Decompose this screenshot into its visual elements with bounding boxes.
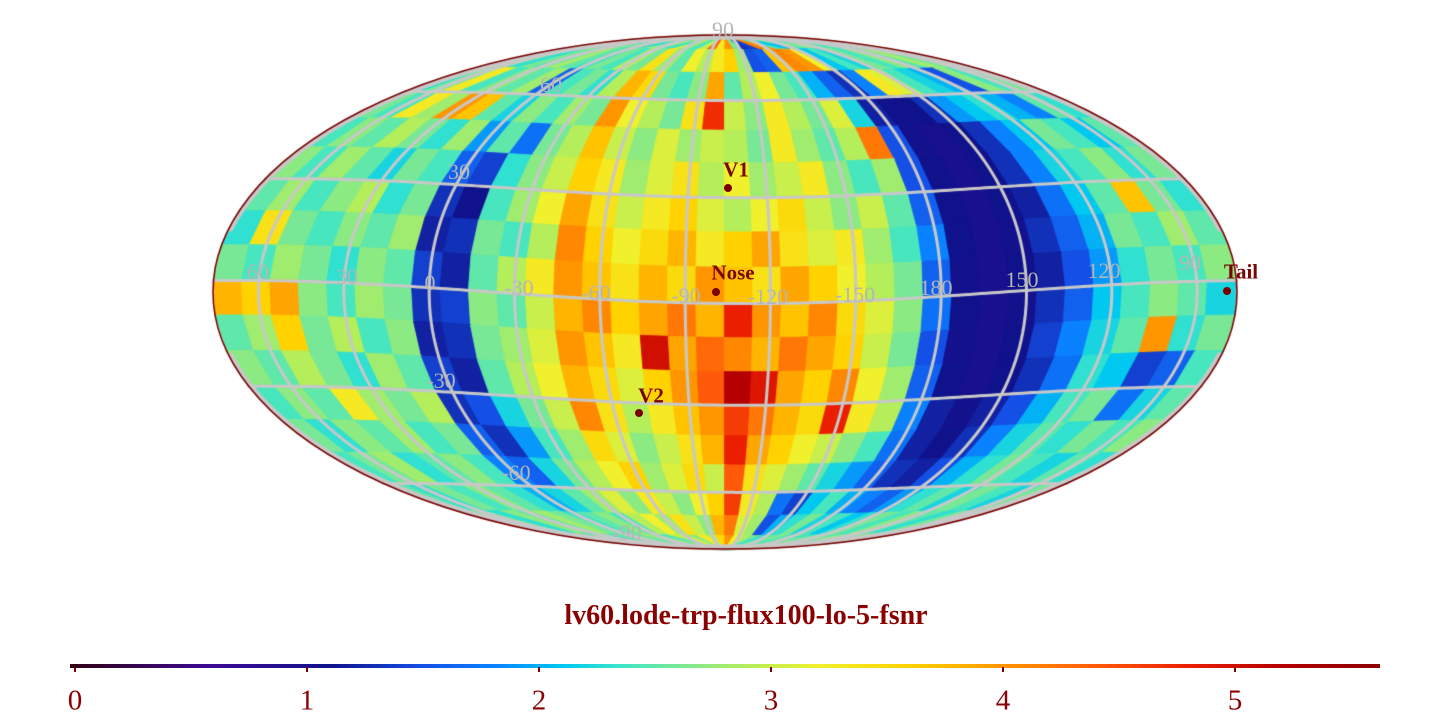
- marker-dot-v2: [635, 409, 643, 417]
- marker-label-v1: V1: [723, 157, 749, 182]
- colorbar-tick-mark: [74, 667, 76, 672]
- colorbar-tick-label: 3: [763, 684, 779, 717]
- colorbar-tick-mark: [1234, 667, 1236, 672]
- colorbar-tick-mark: [770, 667, 772, 672]
- marker-dot-tail: [1223, 287, 1231, 295]
- marker-dot-v1: [724, 184, 732, 192]
- colorbar-tick-label: 0: [67, 684, 83, 717]
- marker-label-v2: V2: [638, 383, 664, 408]
- colorbar-tick-label: 4: [995, 684, 1011, 717]
- marker-label-tail: Tail: [1223, 259, 1259, 284]
- map-title: lv60.lode-trp-flux100-lo-5-fsnr: [564, 600, 928, 631]
- colorbar-tick-label: 2: [531, 684, 547, 717]
- colorbar-tick-mark: [538, 667, 540, 672]
- colorbar-tick-label: 1: [299, 684, 315, 717]
- colorbar-tick-mark: [306, 667, 308, 672]
- colorbar-gradient: [70, 664, 1380, 668]
- marker-label-nose: Nose: [711, 260, 755, 285]
- colorbar-tick-mark: [1002, 667, 1004, 672]
- marker-dot-nose: [712, 288, 720, 296]
- mollweide-projection-canvas: [0, 0, 1452, 560]
- colorbar-tick-label: 5: [1227, 684, 1243, 717]
